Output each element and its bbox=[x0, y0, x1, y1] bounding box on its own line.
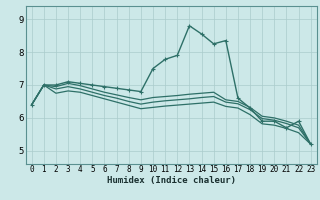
X-axis label: Humidex (Indice chaleur): Humidex (Indice chaleur) bbox=[107, 176, 236, 185]
